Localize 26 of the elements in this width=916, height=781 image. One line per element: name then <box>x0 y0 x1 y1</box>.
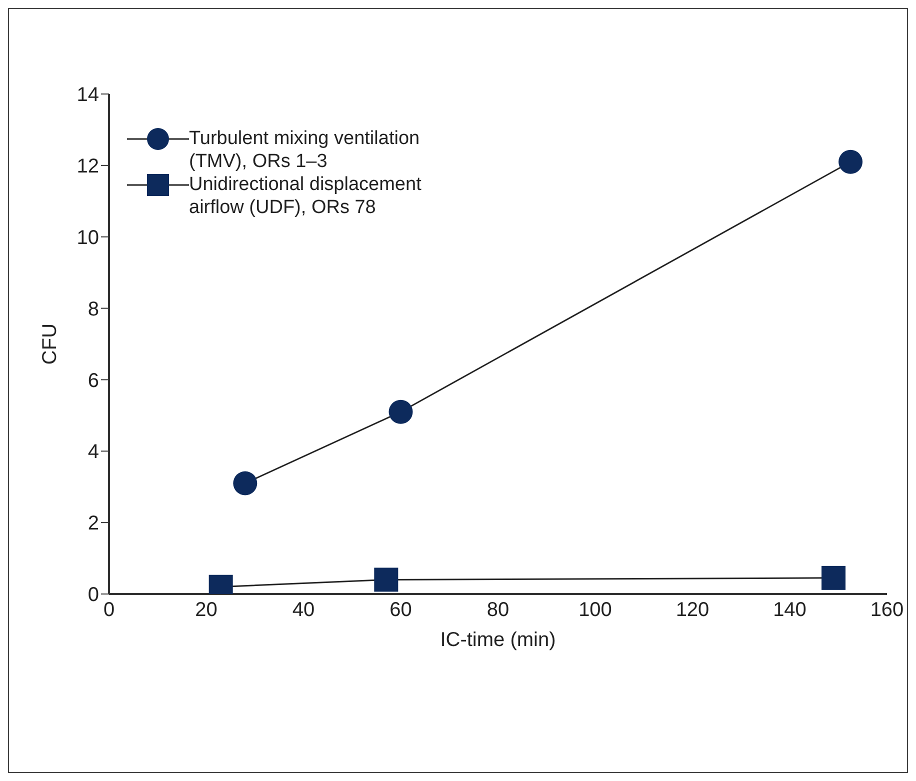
y-axis-title: CFU <box>39 323 62 365</box>
y-tick-label: 8 <box>88 298 99 320</box>
x-tick-label: 120 <box>676 599 710 622</box>
y-tick-label: 10 <box>76 226 99 249</box>
x-tick-label: 60 <box>390 599 412 622</box>
y-tick-label: 0 <box>88 584 99 606</box>
y-tick-label: 4 <box>88 441 99 464</box>
x-tick-label: 80 <box>486 599 510 622</box>
x-tick-label: 0 <box>103 599 115 622</box>
y-tick-label: 14 <box>76 84 99 106</box>
y-tick-label: 2 <box>88 512 99 535</box>
x-tick-label: 140 <box>773 599 806 622</box>
y-tick-label: 6 <box>88 370 99 392</box>
point <box>388 400 413 424</box>
x-tick-label: 100 <box>578 599 612 622</box>
legend-label: Unidirectional displacement airflow (UDF), ORs 78 <box>189 173 422 219</box>
point <box>374 568 398 592</box>
x-tick-label: 20 <box>195 599 218 622</box>
x-axis-title: IC-time (min) <box>440 629 556 651</box>
y-tick-label: 12 <box>76 156 99 178</box>
point <box>838 150 863 174</box>
legend-label: Turbulent mixing ventilation (TMV), ORs 1–3 <box>189 127 421 173</box>
point <box>822 566 846 590</box>
x-tick-label: 40 <box>292 599 315 622</box>
x-tick-label: 160 <box>870 599 904 622</box>
point <box>233 471 258 496</box>
